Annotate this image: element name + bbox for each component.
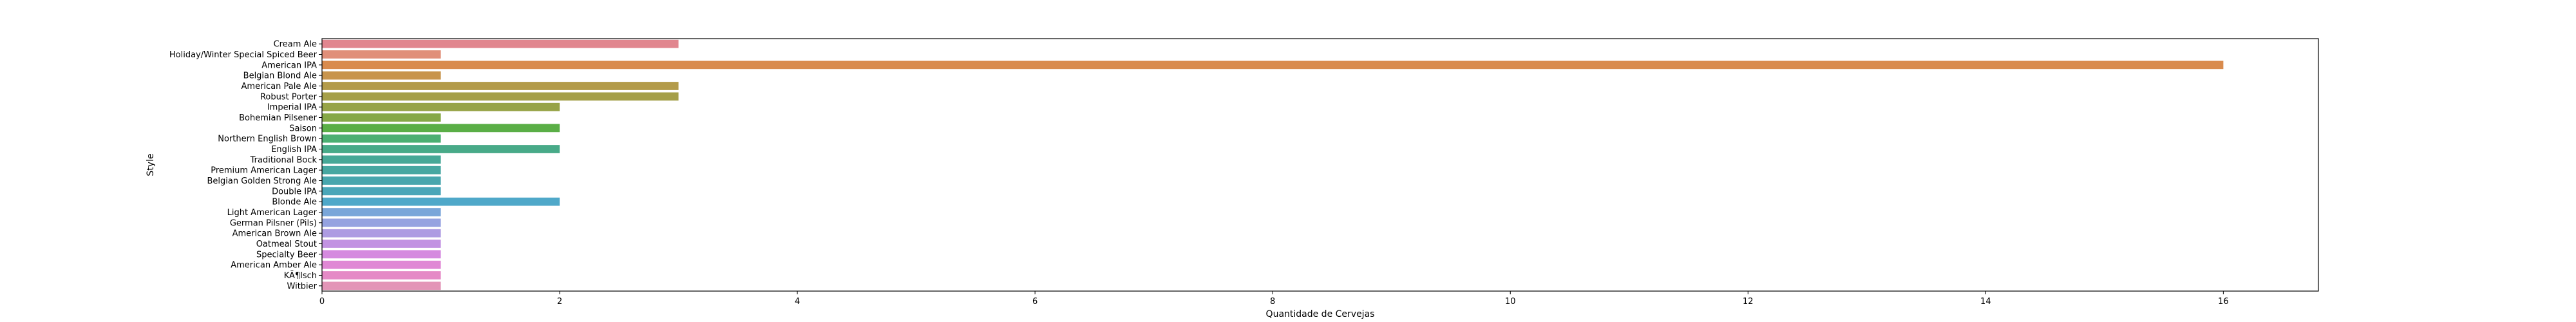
y-tick-label: Light American Lager (227, 208, 317, 218)
bar (322, 260, 441, 269)
x-axis-label: Quantidade de Cervejas (1266, 309, 1375, 319)
y-tick-label: Robust Porter (260, 92, 317, 102)
bar (322, 50, 441, 59)
y-tick-label: Northern English Brown (218, 135, 317, 144)
y-tick-label: Bohemian Pilsener (239, 113, 317, 123)
bar (322, 218, 441, 227)
bar (322, 176, 441, 185)
y-tick-label: Imperial IPA (267, 103, 317, 113)
y-tick-label: Holiday/Winter Special Spiced Beer (169, 50, 317, 60)
bar (322, 39, 679, 48)
y-tick-label: Traditional Bock (250, 155, 317, 165)
y-tick-label: Belgian Golden Strong Ale (207, 176, 317, 186)
bar (322, 281, 441, 290)
y-tick-label: Cream Ale (274, 40, 317, 50)
y-tick-label: Double IPA (272, 187, 317, 196)
x-tick-label: 14 (1980, 297, 1991, 307)
bars-group (322, 39, 2224, 290)
bar (322, 187, 441, 196)
x-tick-label: 6 (1032, 297, 1037, 307)
y-tick-label: American Pale Ale (242, 82, 317, 91)
bar (322, 102, 560, 111)
y-tick-label: Specialty Beer (256, 250, 317, 260)
y-tick-label: Blonde Ale (272, 198, 317, 207)
bar (322, 229, 441, 238)
y-tick-label: English IPA (271, 145, 317, 155)
bar (322, 61, 2224, 70)
y-tick-label: Saison (289, 124, 317, 133)
plot-frame (321, 38, 2319, 292)
x-ticks: 0 2 4 6 8 10 12 14 16 (319, 291, 2229, 307)
x-tick-label: 16 (2218, 297, 2229, 307)
y-tick-label: Witbier (287, 281, 317, 291)
bar (322, 134, 441, 143)
bar (322, 92, 679, 101)
x-tick-label: 4 (795, 297, 800, 307)
bar (322, 208, 441, 216)
bar (322, 197, 560, 206)
x-tick-label: 10 (1505, 297, 1516, 307)
y-tick-label: Oatmeal Stout (256, 240, 317, 249)
bar (322, 155, 441, 164)
bar (322, 271, 441, 279)
y-tick-label: American IPA (261, 61, 317, 70)
x-tick-label: 12 (1743, 297, 1754, 307)
bar (322, 250, 441, 259)
y-tick-label: American Amber Ale (231, 261, 317, 270)
bar (322, 82, 679, 90)
y-tick-label: American Brown Ale (232, 229, 317, 239)
bar (322, 166, 441, 175)
bar (322, 113, 441, 122)
bar (322, 240, 441, 248)
x-tick-label: 0 (319, 297, 325, 307)
x-tick-label: 8 (1270, 297, 1275, 307)
bar (322, 145, 560, 153)
bar (322, 71, 441, 80)
y-tick-label: KÃ¶lsch (284, 270, 317, 281)
y-tick-label: Belgian Blond Ale (243, 71, 317, 81)
y-tick-label: German Pilsner (Pils) (230, 218, 317, 228)
bar (322, 124, 560, 133)
y-tick-label: Premium American Lager (211, 166, 317, 176)
y-axis-label: Style (146, 153, 156, 176)
x-tick-label: 2 (557, 297, 562, 307)
